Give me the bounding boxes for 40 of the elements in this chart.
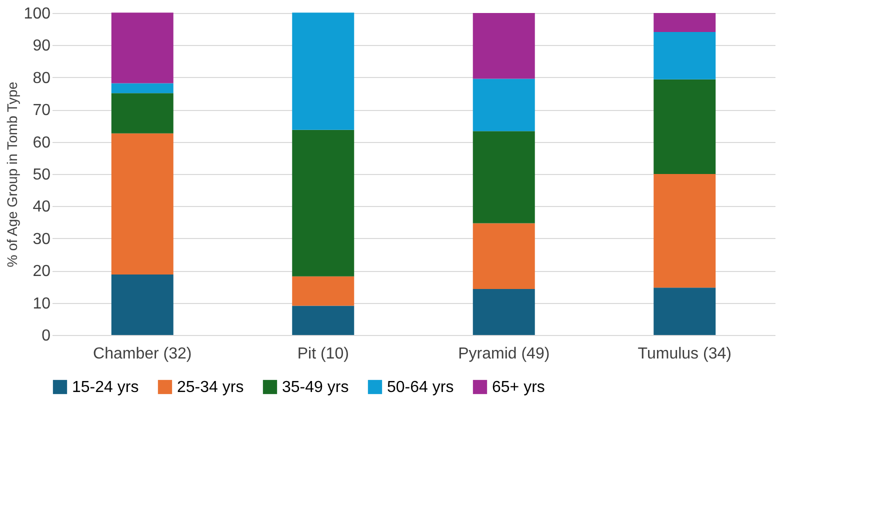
y-tick-label: 50	[32, 166, 51, 184]
bar	[654, 288, 716, 335]
y-tick-label: 30	[32, 230, 51, 248]
legend-label: 15-24 yrs	[72, 379, 139, 396]
bar	[472, 223, 535, 289]
legend-label: 35-49 yrs	[282, 379, 349, 396]
y-tick-label: 90	[32, 38, 51, 55]
legend-label: 50-64 yrs	[387, 379, 454, 396]
y-tick-label: 60	[32, 134, 51, 152]
bar	[654, 32, 716, 80]
bar	[654, 174, 716, 288]
x-tick-label: Chamber (32)	[93, 346, 192, 362]
legend-label: 65+ yrs	[492, 379, 545, 396]
bar	[472, 13, 535, 79]
y-tick-label: 70	[32, 102, 51, 120]
legend-label: 25-34 yrs	[177, 379, 244, 396]
x-tick-label: Pit (10)	[297, 346, 349, 362]
bar	[292, 12, 354, 130]
y-tick-label: 40	[32, 198, 51, 216]
bar	[111, 12, 174, 84]
x-tick-label: Tumulus (34)	[638, 346, 732, 362]
y-tick-label: 10	[32, 295, 51, 312]
bar	[111, 83, 174, 94]
y-axis-title: % of Age Group in Tomb Type	[4, 82, 20, 268]
bar	[111, 133, 174, 274]
y-tick-label: 100	[24, 6, 51, 22]
bar	[292, 306, 354, 335]
x-tick-label: Pyramid (49)	[458, 346, 550, 362]
bar	[292, 130, 354, 276]
bar	[111, 93, 174, 134]
bar	[111, 274, 174, 335]
bar	[654, 13, 716, 32]
y-tick-label: 20	[32, 263, 51, 280]
bar	[654, 79, 716, 174]
y-tick-label: 0	[42, 328, 51, 344]
bar	[472, 78, 535, 132]
bar	[292, 276, 354, 306]
bar	[472, 131, 535, 224]
bar	[472, 288, 535, 335]
y-tick-label: 80	[32, 70, 51, 87]
